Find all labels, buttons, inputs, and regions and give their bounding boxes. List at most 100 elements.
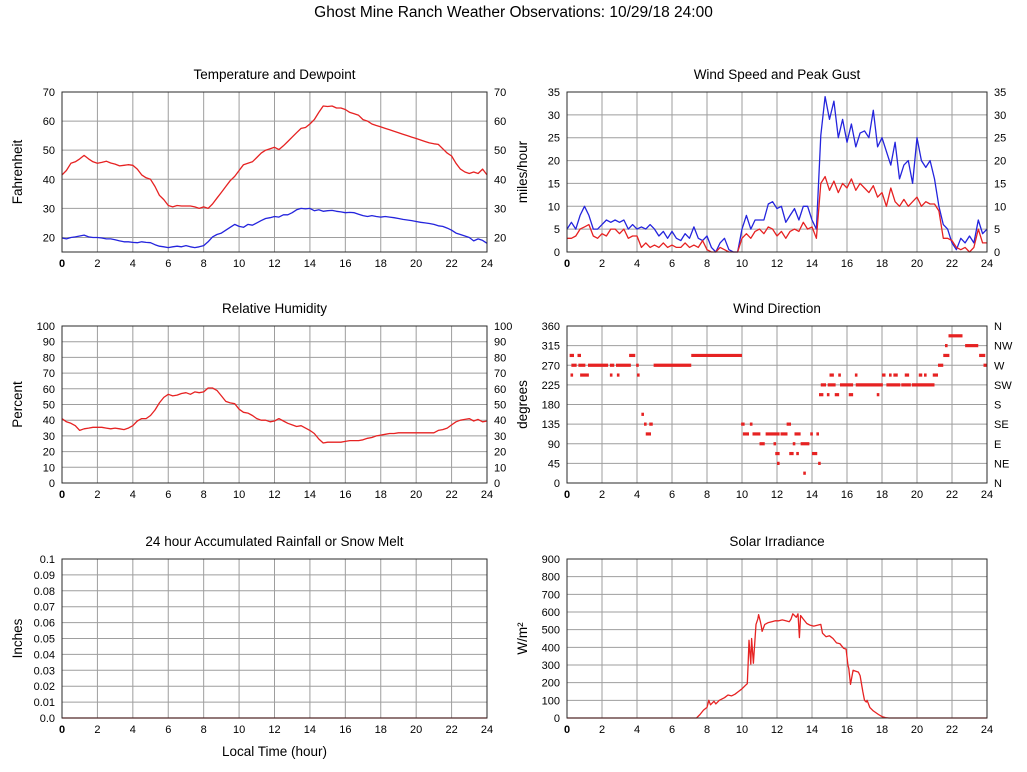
y-tick-label: 0: [554, 713, 560, 725]
y-tick-label-right: 20: [994, 156, 1006, 168]
y-tick-label: 315: [542, 341, 560, 353]
x-tick-label: 4: [634, 258, 640, 270]
y-tick-label: 50: [43, 145, 55, 157]
chart-temperature-dewpoint: 0 2 4 6 8 10 12 14 16 18 20 22 24 20 20 30 30 40 40 50 50 60 6…: [0, 40, 515, 280]
x-tick-label: 16: [339, 489, 351, 501]
y-tick-label: 0: [554, 478, 560, 490]
chart-title: Solar Irradiance: [729, 534, 824, 549]
x-tick-label: 14: [304, 724, 316, 736]
x-tick-label: 16: [339, 258, 351, 270]
y-tick-label: 40: [43, 174, 55, 186]
x-tick-label: 0: [59, 489, 65, 501]
x-tick-label: 4: [130, 724, 136, 736]
y-tick-label: 225: [542, 380, 560, 392]
y-tick-label: 5: [554, 224, 560, 236]
y-tick-label: 0.09: [34, 570, 55, 582]
y-tick-label-right: 0: [494, 478, 500, 490]
x-tick-label: 12: [771, 258, 783, 270]
y-tick-label: 800: [542, 572, 560, 584]
x-tick-label: 18: [375, 724, 387, 736]
x-tick-label: 18: [876, 258, 888, 270]
x-tick-label: 24: [981, 489, 993, 501]
y-tick-label-right: 70: [494, 368, 506, 380]
y-tick-label: 30: [43, 431, 55, 443]
x-tick-label: 2: [599, 258, 605, 270]
y-tick-label: 100: [37, 321, 55, 333]
plot-border: [61, 91, 488, 253]
y-tick-label-right: 70: [494, 87, 506, 99]
y-tick-label: 900: [542, 554, 560, 566]
x-tick-label: 16: [841, 724, 853, 736]
y-tick-label: 0.0: [40, 713, 55, 725]
x-tick-label: 24: [981, 258, 993, 270]
plot-border: [566, 558, 988, 719]
y-tick-label: 40: [43, 415, 55, 427]
x-tick-label: 12: [268, 489, 280, 501]
x-tick-label: 2: [599, 724, 605, 736]
x-tick-label: 10: [736, 258, 748, 270]
y-tick-label: 70: [43, 368, 55, 380]
chart-accumulated-rainfall-svg: 0 2 4 6 8 10 12 14 16 18 20 22 240.00.010.020.030.04…: [10, 534, 493, 759]
y-tick-label-right: 90: [494, 337, 506, 349]
x-tick-label: 18: [876, 724, 888, 736]
x-tick-label: 0: [564, 258, 570, 270]
y-tick-label: 400: [542, 642, 560, 654]
x-tick-label: 20: [911, 489, 923, 501]
x-tick-label: 22: [445, 258, 457, 270]
x-tick-label: 6: [669, 489, 675, 501]
chart-relative-humidity: 0 2 4 6 8 10 12 14 16 18 20 22 24 0 0 10 10 20 20 30 30 40 40 5…: [0, 275, 515, 515]
y-tick-label-right: N: [994, 321, 1002, 333]
plot-border: [61, 325, 488, 484]
y-tick-label: 0.03: [34, 665, 55, 677]
y-tick-label: 20: [43, 447, 55, 459]
y-tick-label: 0: [554, 247, 560, 259]
y-tick-label-right: 35: [994, 87, 1006, 99]
y-tick-label-right: NE: [994, 458, 1009, 470]
y-tick-label-right: 30: [994, 110, 1006, 122]
y-tick-label: 0: [49, 478, 55, 490]
x-tick-label: 14: [806, 258, 818, 270]
x-tick-label: 14: [806, 489, 818, 501]
y-axis-label: Percent: [10, 381, 25, 428]
x-tick-label: 14: [304, 489, 316, 501]
x-tick-label: 16: [841, 258, 853, 270]
x-tick-label: 10: [736, 489, 748, 501]
temperature-line: [61, 105, 488, 210]
relative_humidity-line: [61, 387, 488, 444]
x-tick-label: 4: [634, 489, 640, 501]
y-tick-label-right: 100: [494, 321, 512, 333]
y-tick-label-right: NW: [994, 341, 1013, 353]
x-tick-label: 2: [599, 489, 605, 501]
x-tick-label: 6: [165, 258, 171, 270]
x-tick-label: 22: [946, 724, 958, 736]
x-tick-label: 6: [165, 724, 171, 736]
y-tick-label: 60: [43, 384, 55, 396]
y-tick-label: 30: [43, 203, 55, 215]
x-tick-label: 20: [410, 489, 422, 501]
y-tick-label-right: 30: [494, 203, 506, 215]
x-tick-label: 12: [268, 724, 280, 736]
x-tick-label: 10: [233, 724, 245, 736]
x-tick-label: 20: [911, 258, 923, 270]
y-tick-label: 30: [548, 110, 560, 122]
y-tick-label-right: 25: [994, 133, 1006, 145]
y-tick-label: 10: [43, 462, 55, 474]
chart-title: Wind Speed and Peak Gust: [694, 67, 861, 82]
y-axis-label: miles/hour: [515, 140, 530, 203]
y-tick-label: 25: [548, 133, 560, 145]
x-tick-label: 12: [771, 724, 783, 736]
x-tick-label: 2: [94, 724, 100, 736]
x-tick-label: 0: [59, 724, 65, 736]
y-tick-label: 700: [542, 589, 560, 601]
y-tick-label-right: SE: [994, 419, 1009, 431]
y-tick-label-right: 5: [994, 224, 1000, 236]
peak_gust-line: [566, 95, 988, 253]
y-tick-label: 80: [43, 352, 55, 364]
x-tick-label: 0: [564, 489, 570, 501]
y-tick-label: 0.1: [40, 554, 55, 566]
x-tick-label: 10: [233, 489, 245, 501]
y-tick-label: 35: [548, 87, 560, 99]
